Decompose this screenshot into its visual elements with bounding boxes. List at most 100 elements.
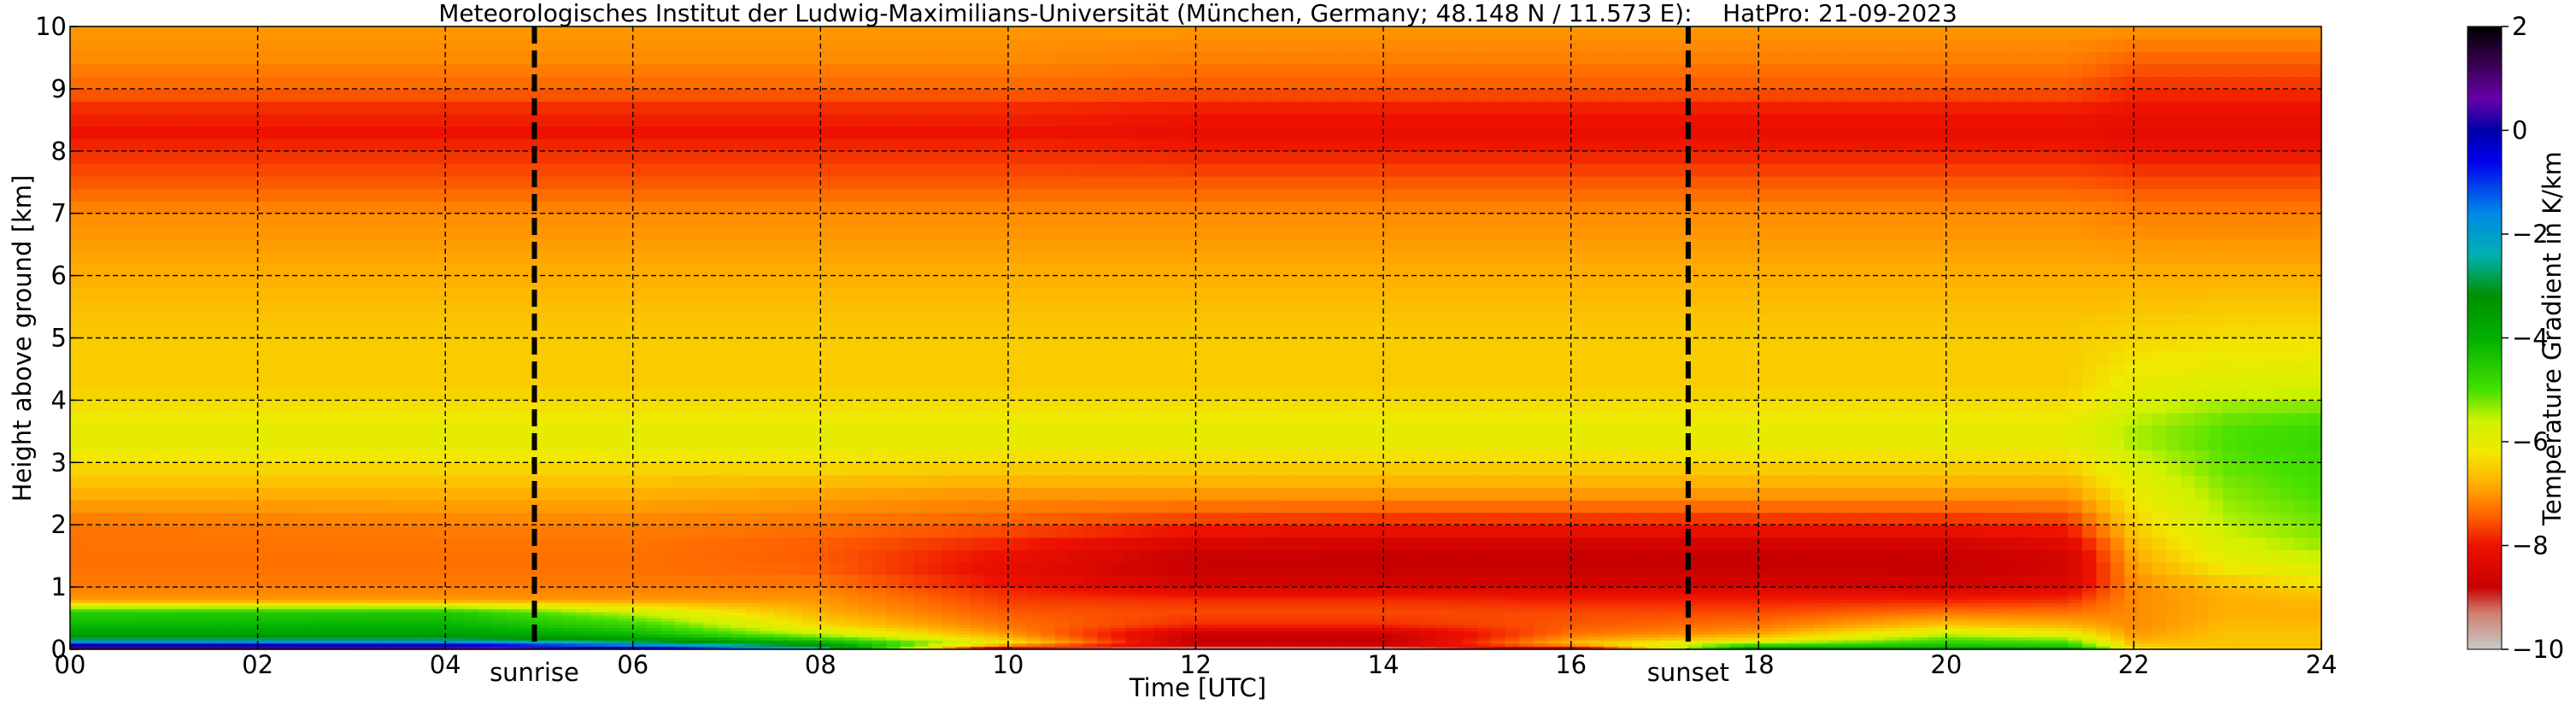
- heatmap-cell: [506, 627, 521, 631]
- heatmap-cell: [225, 605, 240, 610]
- heatmap-cell: [379, 633, 395, 638]
- heatmap-cell: [590, 512, 606, 525]
- heatmap-cell: [478, 138, 493, 152]
- heatmap-cell: [604, 587, 619, 591]
- heatmap-cell: [928, 337, 943, 351]
- heatmap-cell: [436, 300, 451, 314]
- heatmap-cell: [548, 537, 564, 550]
- heatmap-cell: [830, 412, 845, 426]
- heatmap-cell: [464, 642, 479, 647]
- heatmap-cell: [295, 612, 310, 616]
- heatmap-cell: [604, 250, 619, 264]
- heatmap-cell: [604, 599, 619, 603]
- heatmap-cell: [773, 300, 789, 314]
- heatmap-cell: [787, 163, 802, 177]
- heatmap-cell: [703, 288, 719, 302]
- heatmap-cell: [84, 238, 99, 252]
- heatmap-cell: [731, 26, 747, 40]
- heatmap-cell: [984, 88, 1000, 103]
- heatmap-cell: [140, 437, 155, 451]
- heatmap-cell: [548, 549, 564, 563]
- heatmap-cell: [689, 362, 704, 376]
- heatmap-cell: [675, 640, 690, 644]
- heatmap-cell: [843, 574, 859, 588]
- heatmap-cell: [942, 375, 958, 389]
- heatmap-cell: [745, 537, 760, 550]
- heatmap-cell: [1125, 602, 1141, 607]
- heatmap-cell: [421, 487, 437, 501]
- heatmap-cell: [1041, 138, 1056, 152]
- heatmap-cell: [225, 590, 240, 594]
- heatmap-cell: [675, 437, 690, 451]
- heatmap-cell: [1111, 602, 1126, 607]
- heatmap-cell: [984, 642, 1000, 647]
- heatmap-cell: [210, 474, 226, 489]
- heatmap-cell: [590, 114, 606, 127]
- heatmap-cell: [576, 425, 591, 438]
- heatmap-cell: [154, 633, 169, 638]
- heatmap-cell: [801, 627, 817, 631]
- heatmap-cell: [843, 275, 859, 289]
- heatmap-cell: [956, 163, 971, 177]
- heatmap-cell: [689, 608, 704, 613]
- heatmap-cell: [703, 226, 719, 239]
- heatmap-cell: [660, 101, 676, 114]
- heatmap-cell: [971, 640, 986, 644]
- heatmap-cell: [886, 574, 901, 588]
- heatmap-cell: [1083, 602, 1098, 607]
- heatmap-cell: [379, 549, 395, 563]
- heatmap-cell: [660, 614, 676, 619]
- heatmap-cell: [731, 605, 747, 610]
- heatmap-cell: [942, 646, 958, 649]
- heatmap-cell: [70, 126, 85, 139]
- heatmap-cell: [197, 637, 212, 641]
- heatmap-cell: [562, 437, 578, 451]
- heatmap-cell: [70, 633, 85, 638]
- heatmap-cell: [436, 525, 451, 538]
- heatmap-cell: [576, 437, 591, 451]
- heatmap-cell: [308, 38, 325, 52]
- heatmap-cell: [689, 646, 704, 649]
- heatmap-cell: [365, 618, 380, 622]
- heatmap-cell: [408, 608, 423, 613]
- heatmap-cell: [604, 637, 619, 641]
- heatmap-cell: [408, 512, 423, 525]
- heatmap-cell: [281, 646, 296, 649]
- heatmap-cell: [956, 487, 971, 501]
- heatmap-cell: [520, 642, 536, 647]
- heatmap-cell: [1083, 462, 1098, 476]
- heatmap-cell: [675, 362, 690, 376]
- heatmap-cell: [647, 362, 662, 376]
- heatmap-cell: [197, 163, 212, 177]
- heatmap-cell: [759, 387, 775, 401]
- heatmap-cell: [675, 38, 690, 52]
- heatmap-cell: [154, 425, 169, 438]
- heatmap-cell: [562, 263, 578, 277]
- heatmap-cell: [998, 76, 1014, 90]
- heatmap-cell: [900, 608, 915, 613]
- heatmap-cell: [154, 250, 169, 264]
- heatmap-cell: [928, 640, 943, 644]
- heatmap-cell: [914, 612, 930, 616]
- heatmap-cell: [126, 425, 141, 438]
- heatmap-cell: [731, 250, 747, 264]
- heatmap-cell: [787, 637, 802, 641]
- heatmap-cell: [956, 633, 971, 638]
- heatmap-cell: [520, 163, 536, 177]
- heatmap-cell: [308, 640, 325, 644]
- heatmap-cell: [647, 618, 662, 622]
- heatmap-cell: [1083, 126, 1098, 139]
- heatmap-cell: [1111, 138, 1126, 152]
- heatmap-cell: [843, 627, 859, 631]
- heatmap-cell: [365, 213, 380, 226]
- heatmap-cell: [337, 362, 352, 376]
- heatmap-cell: [464, 437, 479, 451]
- heatmap-cell: [197, 633, 212, 638]
- heatmap-cell: [1083, 288, 1098, 302]
- heatmap-cell: [267, 637, 282, 641]
- heatmap-cell: [928, 612, 943, 616]
- heatmap-cell: [858, 263, 873, 277]
- heatmap-cell: [210, 226, 226, 239]
- heatmap-cell: [1069, 549, 1084, 563]
- heatmap-cell: [1125, 325, 1141, 339]
